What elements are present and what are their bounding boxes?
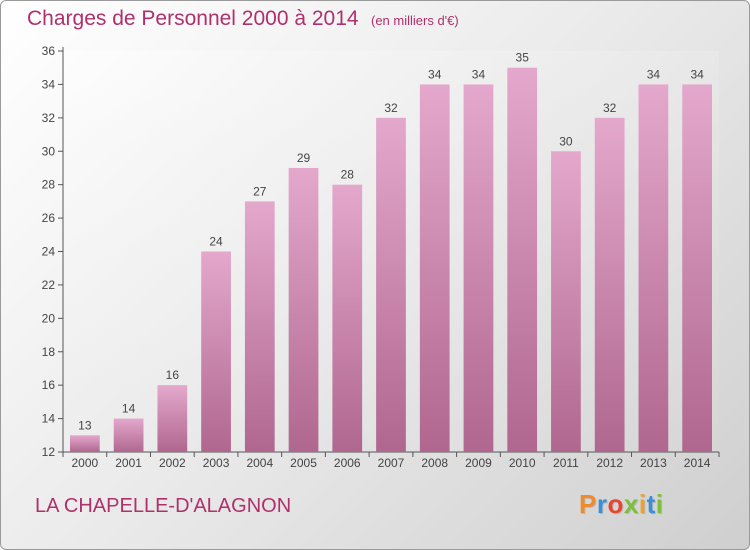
y-tick-label: 28 [42, 178, 56, 192]
bar [376, 117, 406, 452]
y-tick-label: 26 [42, 211, 56, 225]
bar [419, 84, 450, 453]
bar [113, 418, 144, 452]
bar-value-label: 34 [647, 67, 661, 81]
bar-value-label: 30 [559, 134, 573, 148]
y-tick-label: 30 [42, 144, 56, 158]
x-tick-label: 2002 [159, 456, 186, 470]
chart-title: Charges de Personnel 2000 à 2014 [27, 7, 359, 30]
logo-letter: i [655, 489, 664, 519]
chart-subtitle: (en milliers d'€) [371, 13, 459, 28]
x-tick-label: 2007 [378, 456, 405, 470]
bar-value-label: 34 [428, 67, 442, 81]
bar [594, 117, 625, 452]
x-tick-label: 2005 [290, 456, 317, 470]
data-labels: 13 2000 14 2001 16 2002 24 2003 27 2004 29 2005 28 20… [72, 51, 711, 470]
bar [332, 184, 363, 452]
y-tick-label: 18 [42, 345, 56, 359]
bar-value-label: 13 [78, 418, 92, 432]
logo-letter: r [596, 489, 608, 519]
logo-letter: t [646, 489, 656, 519]
y-tick-label: 36 [42, 44, 56, 58]
bar [244, 201, 275, 452]
bar-value-label: 35 [516, 51, 530, 65]
bar [201, 251, 231, 452]
bar [551, 151, 581, 452]
bar-value-label: 32 [603, 101, 617, 115]
bar-value-label: 34 [690, 67, 704, 81]
logo-letter: o [607, 489, 624, 519]
logo-letter: i [638, 489, 647, 519]
y-tick-label: 14 [42, 412, 56, 426]
bar-value-label: 28 [341, 168, 355, 182]
x-tick-label: 2010 [509, 456, 536, 470]
bar [682, 84, 713, 453]
bar-value-label: 24 [209, 235, 223, 249]
x-tick-label: 2001 [115, 456, 142, 470]
x-tick-label: 2006 [334, 456, 361, 470]
y-tick-label: 22 [42, 278, 56, 292]
bar-value-label: 32 [384, 101, 398, 115]
x-tick-label: 2011 [553, 456, 579, 470]
x-tick-label: 2000 [72, 456, 99, 470]
x-tick-label: 2013 [640, 456, 667, 470]
bar [507, 67, 538, 452]
bar-value-label: 34 [472, 67, 486, 81]
logo-letter: x [623, 489, 639, 519]
y-tick-label: 24 [42, 245, 56, 259]
y-tick-label: 20 [42, 311, 56, 325]
bar-value-label: 16 [166, 368, 180, 382]
y-tick-label: 34 [42, 77, 56, 91]
y-tick-label: 16 [42, 378, 56, 392]
bar-value-label: 14 [122, 402, 136, 416]
y-tick-label: 32 [42, 111, 56, 125]
y-tick-label: 12 [42, 445, 56, 459]
bar-value-label: 29 [297, 151, 311, 165]
bar [638, 84, 669, 453]
x-tick-label: 2009 [465, 456, 492, 470]
x-tick-label: 2003 [203, 456, 230, 470]
bar [69, 435, 100, 452]
bar [288, 167, 319, 453]
x-tick-label: 2014 [684, 456, 711, 470]
bar [463, 84, 494, 453]
place-name: LA CHAPELLE-D'ALAGNON [35, 495, 292, 517]
proxiti-logo[interactable]: Proxiti [579, 489, 663, 520]
x-tick-label: 2004 [246, 456, 273, 470]
logo-letter: P [579, 489, 597, 519]
bar-value-label: 27 [253, 184, 267, 198]
bar-series [69, 67, 713, 453]
bar [157, 385, 188, 452]
x-tick-label: 2008 [421, 456, 448, 470]
x-tick-label: 2012 [596, 456, 623, 470]
